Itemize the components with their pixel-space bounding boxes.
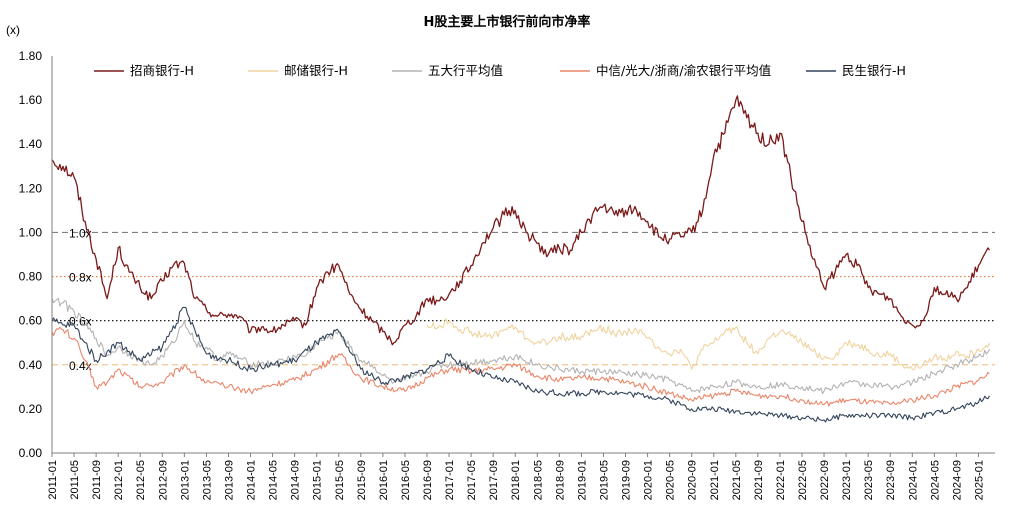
x-tick-label: 2019-01 bbox=[576, 460, 588, 500]
x-tick-label: 2013-09 bbox=[223, 460, 235, 500]
x-axis-ticks: 2011-01 2011-05 2011-09 2012-01 2012-05 2012-… bbox=[47, 453, 985, 500]
reference-line-label: 0.8x bbox=[69, 271, 92, 285]
x-tick-label: 2011-09 bbox=[91, 460, 103, 500]
x-tick-label: 2018-09 bbox=[554, 460, 566, 500]
x-tick-label: 2018-05 bbox=[532, 460, 544, 500]
legend-label: 邮储银行-H bbox=[284, 63, 348, 78]
series-lines bbox=[51, 95, 991, 423]
x-tick-label: 2012-09 bbox=[157, 460, 169, 500]
x-tick-label: 2017-09 bbox=[488, 460, 500, 500]
x-tick-label: 2024-01 bbox=[907, 460, 919, 500]
x-tick-label: 2014-09 bbox=[290, 460, 302, 500]
x-tick-label: 2022-05 bbox=[797, 460, 809, 500]
x-tick-label: 2021-09 bbox=[753, 460, 765, 500]
series-line bbox=[51, 297, 990, 395]
x-tick-label: 2023-09 bbox=[885, 460, 897, 500]
y-tick-label: 0.40 bbox=[19, 358, 43, 372]
y-tick-label: 1.40 bbox=[19, 137, 43, 151]
reference-line-label: 1.0x bbox=[69, 226, 92, 240]
reference-lines: 1.0x0.8x0.6x0.4x bbox=[52, 226, 995, 373]
y-axis-unit-label: (x) bbox=[6, 23, 20, 37]
legend-label: 中信/光大/浙商/渝农银行平均值 bbox=[596, 63, 771, 78]
x-tick-label: 2020-09 bbox=[687, 460, 699, 500]
x-tick-label: 2019-09 bbox=[621, 460, 633, 500]
x-tick-label: 2024-05 bbox=[929, 460, 941, 500]
x-tick-label: 2023-05 bbox=[863, 460, 875, 500]
x-tick-label: 2016-01 bbox=[378, 460, 390, 500]
x-tick-label: 2020-01 bbox=[643, 460, 655, 500]
y-tick-label: 0.20 bbox=[19, 402, 43, 416]
legend-label: 招商银行-H bbox=[130, 63, 194, 78]
series-line bbox=[51, 326, 990, 407]
x-tick-label: 2018-01 bbox=[510, 460, 522, 500]
y-tick-label: 1.80 bbox=[19, 49, 43, 63]
x-tick-label: 2012-05 bbox=[135, 460, 147, 500]
x-tick-label: 2012-01 bbox=[113, 460, 125, 500]
y-tick-label: 1.60 bbox=[19, 93, 43, 107]
x-tick-label: 2020-05 bbox=[665, 460, 677, 500]
x-tick-label: 2017-05 bbox=[466, 460, 478, 500]
series-line bbox=[426, 318, 991, 371]
y-tick-label: 1.00 bbox=[19, 225, 43, 239]
x-tick-label: 2022-01 bbox=[775, 460, 787, 500]
x-tick-label: 2021-05 bbox=[731, 460, 743, 500]
x-tick-label: 2025-01 bbox=[973, 460, 985, 500]
x-tick-label: 2023-01 bbox=[841, 460, 853, 500]
reference-line-label: 0.4x bbox=[69, 359, 92, 373]
series-line bbox=[51, 95, 991, 346]
x-tick-label: 2015-09 bbox=[356, 460, 368, 500]
x-tick-label: 2015-05 bbox=[334, 460, 346, 500]
series-line bbox=[51, 306, 990, 423]
x-tick-label: 2013-05 bbox=[201, 460, 213, 500]
x-tick-label: 2021-01 bbox=[709, 460, 721, 500]
legend-label: 民生银行-H bbox=[842, 63, 906, 78]
x-tick-label: 2016-09 bbox=[422, 460, 434, 500]
x-tick-label: 2011-05 bbox=[69, 460, 81, 500]
x-tick-label: 2015-01 bbox=[312, 460, 324, 500]
legend: 招商银行-H 邮储银行-H 五大行平均值 中信/光大/浙商/渝农银行平均值 民生银行-H bbox=[94, 63, 906, 78]
x-tick-label: 2013-01 bbox=[179, 460, 191, 500]
x-tick-label: 2011-01 bbox=[47, 460, 59, 500]
x-tick-label: 2014-01 bbox=[246, 460, 258, 500]
y-tick-label: 0.60 bbox=[19, 314, 43, 328]
legend-label: 五大行平均值 bbox=[428, 63, 503, 78]
y-tick-label: 1.20 bbox=[19, 181, 43, 195]
y-axis-ticks: 0.00 0.20 0.40 0.60 0.80 1.00 1.20 1.40 1.60 1.80 bbox=[19, 49, 43, 460]
chart-title: H股主要上市银行前向市净率 bbox=[424, 14, 591, 30]
x-tick-label: 2016-05 bbox=[400, 460, 412, 500]
x-tick-label: 2014-05 bbox=[268, 460, 280, 500]
x-tick-label: 2017-01 bbox=[444, 460, 456, 500]
y-tick-label: 0.80 bbox=[19, 270, 43, 284]
x-tick-label: 2024-09 bbox=[951, 460, 963, 500]
x-tick-label: 2022-09 bbox=[819, 460, 831, 500]
axes bbox=[51, 56, 995, 454]
x-tick-label: 2019-05 bbox=[598, 460, 610, 500]
y-tick-label: 0.00 bbox=[19, 446, 43, 460]
